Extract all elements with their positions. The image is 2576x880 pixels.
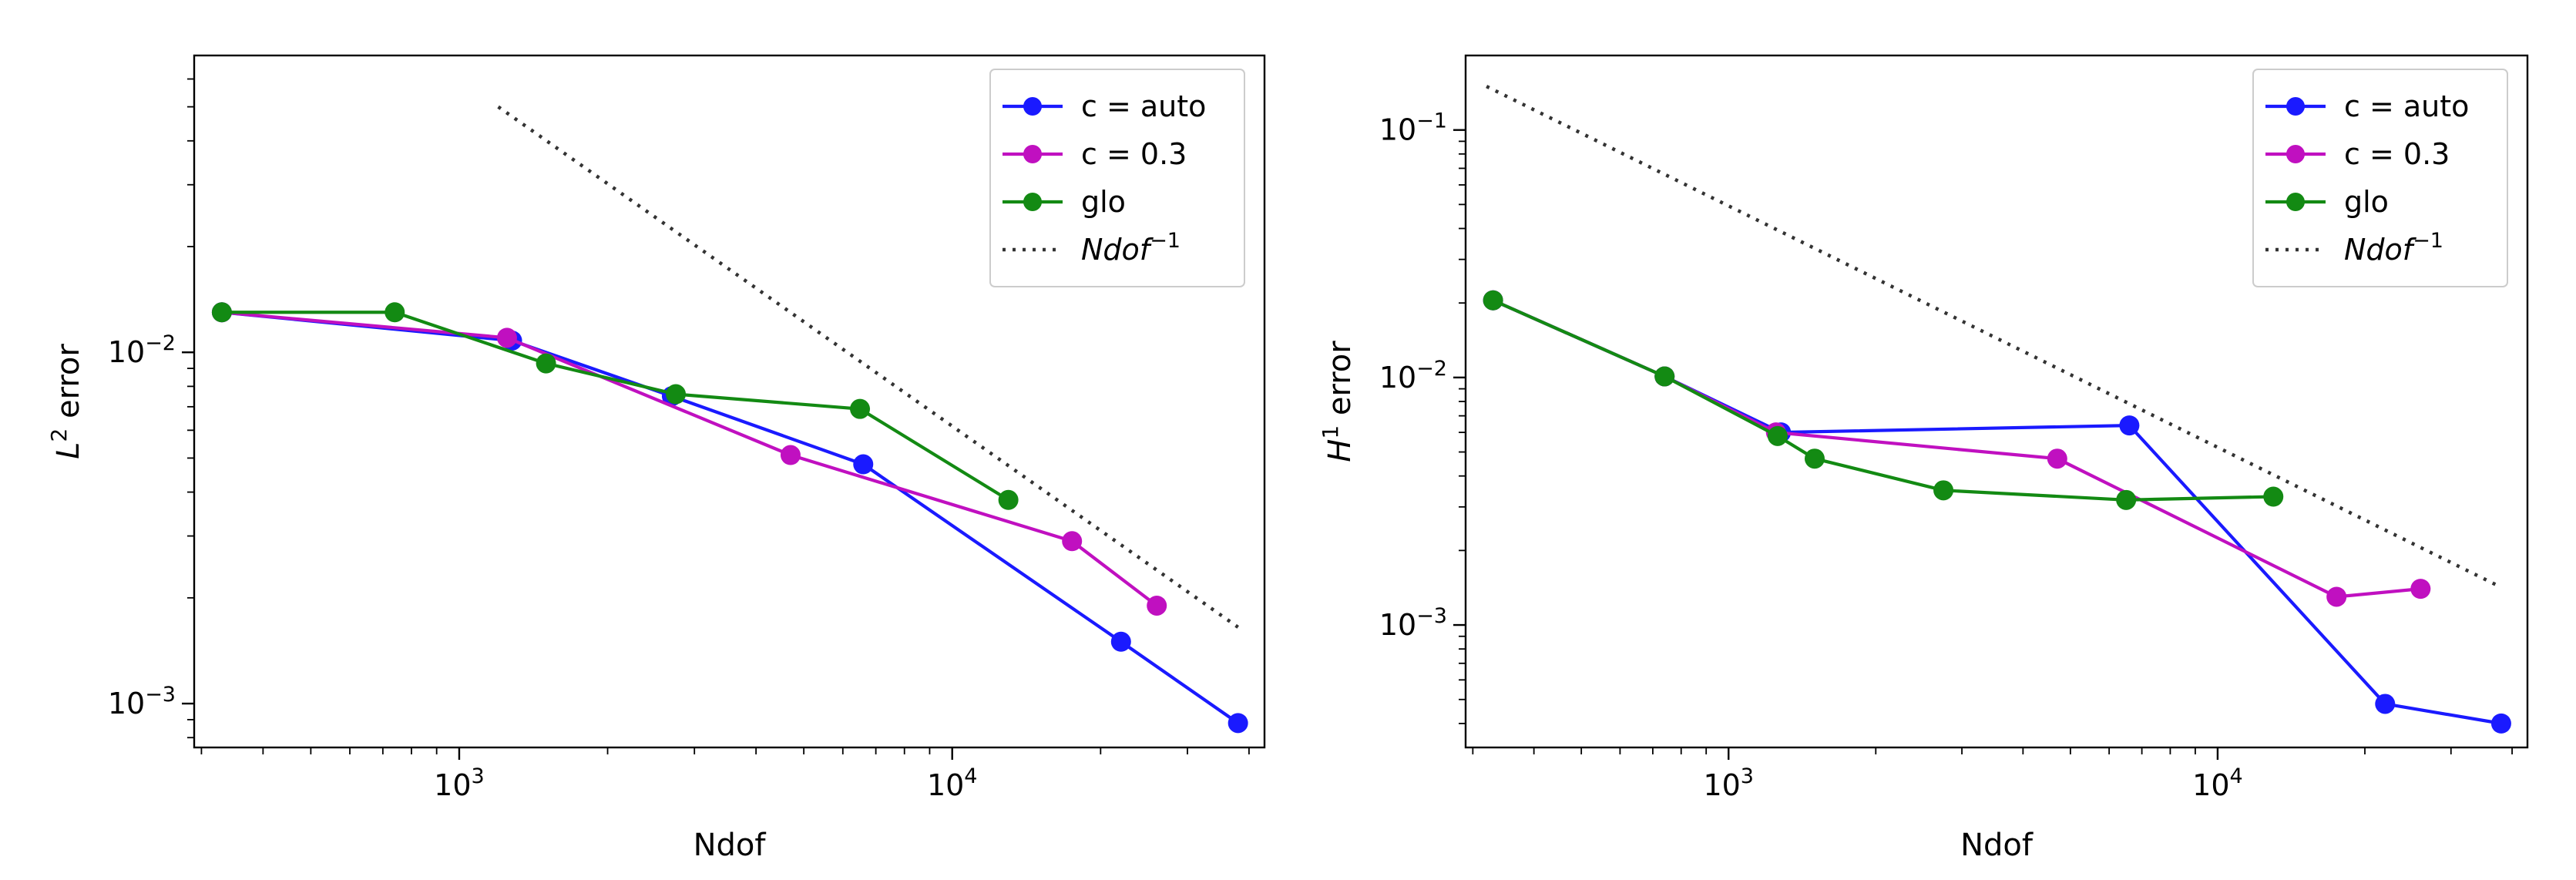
data-point-c-auto	[2490, 713, 2511, 734]
x-tick-label: 103	[434, 764, 485, 802]
legend-ref-main: Ndof	[1081, 233, 1154, 267]
data-point-c-0-3	[2326, 586, 2347, 607]
legend-ref-sup: −1	[1150, 229, 1181, 253]
y-label-main: L	[51, 442, 86, 459]
y-tick-base: 10	[1379, 361, 1416, 395]
data-point-c-auto	[853, 454, 874, 475]
x-tick-base: 10	[927, 768, 964, 802]
y-axis-label: L2 error	[46, 344, 86, 459]
y-label-rest: error	[51, 344, 86, 428]
data-point-glo	[385, 302, 405, 323]
legend-marker-1	[1023, 97, 1042, 116]
legend-label-reference: Ndof−1	[1081, 229, 1181, 267]
y-tick-base: 10	[1379, 113, 1416, 147]
x-axis-label: Ndof	[694, 828, 767, 863]
series-line-c-0-3	[221, 311, 1158, 607]
x-tick-exp: 3	[1741, 764, 1754, 788]
data-point-c-auto	[2375, 694, 2396, 714]
data-point-glo	[2116, 489, 2137, 510]
x-tick-exp: 3	[472, 764, 485, 788]
axes-frame	[1464, 54, 2529, 749]
y-label-sup: 1	[1318, 425, 1343, 439]
legend-ref-sup: −1	[2413, 229, 2443, 253]
y-tick-exp: −3	[145, 683, 176, 707]
data-point-c-0-3	[1062, 531, 1083, 552]
y-tick-base: 10	[1379, 608, 1416, 642]
data-point-c-auto	[1228, 713, 1248, 734]
x-tick-base: 10	[434, 768, 471, 802]
data-point-glo	[1933, 480, 1954, 501]
legend-marker-2	[2286, 145, 2305, 163]
data-point-c-0-3	[1147, 595, 1167, 616]
series-line-glo	[1492, 298, 2274, 502]
data-point-c-0-3	[2047, 448, 2067, 469]
data-point-glo	[211, 302, 232, 323]
series-line-c-0-3	[1492, 298, 2421, 599]
x-tick-exp: 4	[964, 764, 977, 788]
data-point-glo	[666, 384, 687, 405]
x-tick-label: 104	[2192, 764, 2243, 802]
legend-ref-main: Ndof	[2344, 233, 2417, 267]
y-axis-label: H1 error	[1318, 341, 1358, 462]
y-tick-label: 10−1	[1379, 109, 1447, 147]
legend-box	[989, 69, 1245, 287]
plot-area	[211, 105, 1248, 734]
y-tick-base: 10	[108, 335, 145, 369]
legend-label-1: c = auto	[1081, 89, 1206, 123]
y-tick-label: 10−2	[108, 331, 176, 369]
legend-label-3: glo	[2344, 185, 2389, 219]
y-tick-exp: −1	[1416, 109, 1447, 133]
y-tick-label: 10−3	[1379, 604, 1447, 642]
y-label-rest: error	[1322, 341, 1358, 425]
x-tick-exp: 4	[2230, 764, 2243, 788]
legend: c = auto c = 0.3 glo Ndof−1	[2252, 69, 2508, 287]
x-tick-label: 103	[1703, 764, 1754, 802]
data-point-glo	[998, 489, 1019, 510]
data-point-glo	[1654, 366, 1675, 387]
legend-label-2: c = 0.3	[1081, 137, 1187, 171]
data-point-glo	[1804, 448, 1825, 469]
legend: c = auto c = 0.3 glo Ndof−1	[989, 69, 1245, 287]
legend-label-3: glo	[1081, 185, 1126, 219]
legend-marker-3	[2286, 193, 2305, 211]
reference-line-ndof-inv	[497, 105, 1239, 629]
y-tick-exp: −3	[1416, 604, 1447, 628]
y-tick-base: 10	[108, 687, 145, 720]
data-point-c-0-3	[496, 327, 517, 348]
data-point-c-auto	[2119, 415, 2140, 436]
data-point-glo	[1483, 290, 1503, 311]
y-tick-exp: −2	[145, 331, 176, 355]
y-tick-exp: −2	[1416, 357, 1447, 381]
y-tick-label: 10−3	[108, 683, 176, 720]
x-tick-label: 104	[927, 764, 978, 802]
reference-line-ndof-inv	[1486, 85, 2502, 589]
plot-area	[1483, 85, 2511, 734]
legend-label-reference: Ndof−1	[2344, 229, 2443, 267]
y-label-sup: 2	[46, 428, 72, 442]
legend-label-1: c = auto	[2344, 89, 2469, 123]
y-label-main: H	[1322, 439, 1358, 462]
data-point-glo	[850, 398, 871, 419]
data-point-glo	[1767, 425, 1788, 446]
data-point-c-auto	[1110, 631, 1131, 652]
legend-label-2: c = 0.3	[2344, 137, 2450, 171]
data-point-c-0-3	[780, 445, 801, 465]
series-line-c-auto	[221, 311, 1239, 725]
series-line-glo	[221, 311, 1009, 502]
x-tick-base: 10	[1703, 768, 1740, 802]
legend-box	[2252, 69, 2508, 287]
y-tick-label: 10−2	[1379, 357, 1447, 395]
data-point-glo	[2263, 486, 2284, 507]
legend-marker-3	[1023, 193, 1042, 211]
legend-marker-2	[1023, 145, 1042, 163]
data-point-glo	[536, 353, 556, 374]
data-point-c-0-3	[2410, 579, 2431, 600]
x-axis-label: Ndof	[1960, 828, 2034, 863]
axes-frame	[193, 54, 1266, 749]
legend-marker-1	[2286, 97, 2305, 116]
x-tick-base: 10	[2192, 768, 2229, 802]
